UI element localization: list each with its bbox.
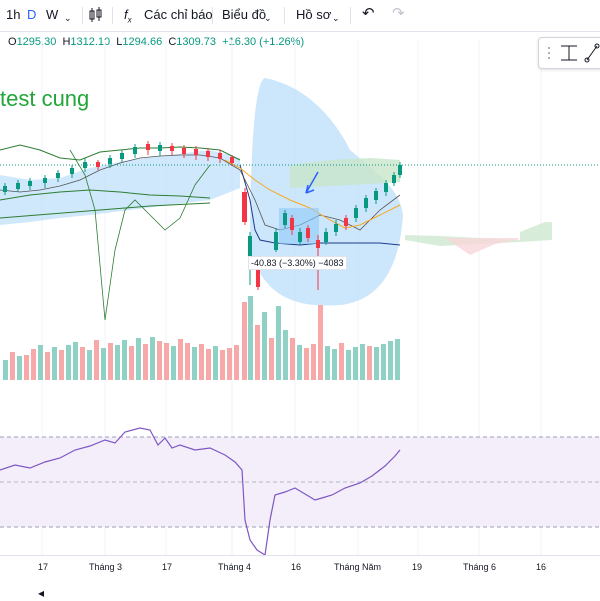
xaxis-label: 16 [536,562,547,572]
open-value: 1295.30 [16,36,57,48]
xaxis-label: Tháng Năm [334,562,382,572]
change-value: +16.30 (+1.26%) [222,36,305,48]
chart-menu-button[interactable]: Biểu đồ [222,7,267,22]
rsi-band [0,437,600,527]
xaxis-label: 17 [162,562,173,572]
undo-icon[interactable]: ↶ [362,5,375,22]
toolbar-divider [82,7,83,24]
trend-line-1[interactable] [0,189,211,201]
xaxis-label: Tháng 6 [463,562,497,572]
toolbar-divider [284,7,285,24]
close-value: 1309.73 [176,36,217,48]
trend-line-2[interactable] [0,202,211,219]
indicators-fx-icon[interactable]: fx [124,7,132,25]
toolbar-divider [212,7,213,24]
ichimoku-future-cloud-red [418,238,518,255]
xaxis-label: Tháng 3 [89,562,123,572]
interval-d[interactable]: D [27,7,37,22]
scroll-left-icon[interactable]: ◂ [38,586,45,600]
xaxis-label: Tháng 4 [218,562,252,572]
volume-bars [3,296,400,380]
toolbar-divider [112,7,113,24]
indicators-button[interactable]: Các chỉ báo [144,7,213,22]
ohlc-legend: O1295.30 H1312.10 L1294.66 C1309.73 +16.… [8,36,304,48]
close-label: C [168,36,177,48]
chevron-down-icon[interactable]: ⌄ [64,13,72,23]
top-toolbar: 1h D W ⌄ fx Các chỉ báo Biểu đồ ⌄ Hồ sơ … [0,0,600,32]
chevron-down-icon[interactable]: ⌄ [332,13,340,23]
interval-w[interactable]: W [46,7,59,22]
rsi-line [0,427,401,556]
low-value: 1294.66 [122,36,163,48]
interval-1h[interactable]: 1h [6,7,21,22]
low-label: L [116,36,123,48]
open-label: O [8,36,17,48]
xaxis-label: 19 [412,562,423,572]
candlestick-type-icon[interactable] [88,6,104,29]
drawing-tools-panel[interactable] [538,37,600,69]
bollinger-upper [0,144,241,161]
candles [3,141,402,290]
high-label: H [62,36,71,48]
xaxis-label: 16 [291,562,302,572]
oscillator-line [69,149,211,321]
chevron-down-icon[interactable]: ⌄ [264,13,272,23]
measure-label: -40.83 (−3.30%) −4083 [248,256,347,270]
xaxis-label: 17 [38,562,49,572]
x-axis[interactable]: 17 Tháng 3 17 Tháng 4 16 Tháng Năm 19 Th… [0,555,600,601]
arrow-drawing[interactable] [305,171,319,194]
toolbar-divider [350,7,351,24]
chart-title: test cung [0,86,90,111]
high-value: 1312.10 [70,36,111,48]
ichimoku-cloud [0,150,240,225]
profile-menu-button[interactable]: Hồ sơ [296,7,332,22]
redo-icon[interactable]: ↷ [392,5,405,22]
projection-shape[interactable] [250,78,403,306]
